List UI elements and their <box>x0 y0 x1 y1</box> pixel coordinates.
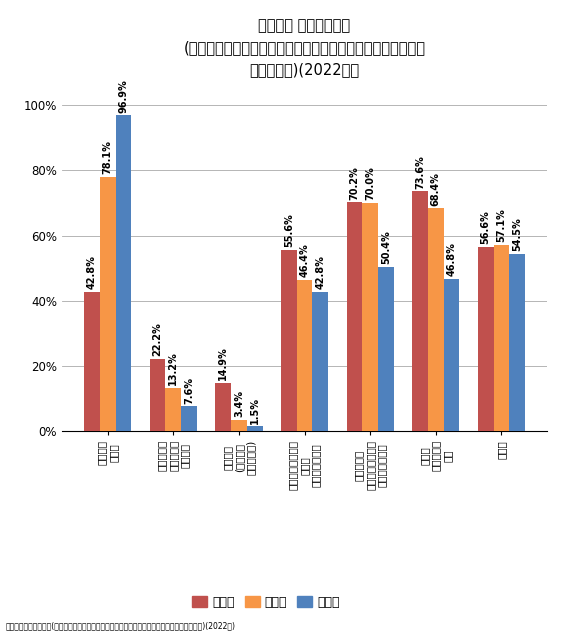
Text: 68.4%: 68.4% <box>431 172 441 205</box>
Bar <box>312 292 328 431</box>
Text: 7.6%: 7.6% <box>184 377 194 404</box>
Text: 22.2%: 22.2% <box>153 323 162 356</box>
Text: 57.1%: 57.1% <box>496 209 506 242</box>
Bar <box>494 245 509 431</box>
Text: 96.9%: 96.9% <box>118 79 129 113</box>
Text: 73.6%: 73.6% <box>415 155 425 189</box>
Bar <box>215 382 231 431</box>
Text: 54.5%: 54.5% <box>512 217 522 251</box>
Title: デジタル 機器利用状況
(小中高校生、複数回答、該当機器でインターネットを利用、
学校種類別)(2022年）: デジタル 機器利用状況 (小中高校生、複数回答、該当機器でインターネットを利用、… <box>183 18 426 77</box>
Text: 46.4%: 46.4% <box>299 243 310 277</box>
Bar <box>231 420 247 431</box>
Legend: 小学生, 中学生, 高校生: 小学生, 中学生, 高校生 <box>187 591 345 614</box>
Bar <box>478 247 494 431</box>
Text: 3.4%: 3.4% <box>234 391 244 417</box>
Text: 50.4%: 50.4% <box>381 231 391 264</box>
Bar <box>362 203 378 431</box>
Text: デジタル機器利用状況(小中高校生、複数回答、該当機器でインターネットを利用、学校種類別)(2022年): デジタル機器利用状況(小中高校生、複数回答、該当機器でインターネットを利用、学校… <box>6 622 236 631</box>
Bar <box>509 254 525 431</box>
Bar <box>181 406 197 431</box>
Bar <box>247 426 263 431</box>
Text: 46.8%: 46.8% <box>447 242 456 276</box>
Bar <box>165 388 181 431</box>
Text: 1.5%: 1.5% <box>250 397 259 424</box>
Text: 13.2%: 13.2% <box>168 352 178 385</box>
Bar <box>281 250 297 431</box>
Bar <box>297 280 312 431</box>
Bar <box>116 115 131 431</box>
Bar <box>149 359 165 431</box>
Text: 56.6%: 56.6% <box>481 210 491 244</box>
Text: 70.2%: 70.2% <box>350 166 359 200</box>
Bar <box>444 278 460 431</box>
Bar <box>412 191 428 431</box>
Text: 42.8%: 42.8% <box>315 255 325 289</box>
Bar <box>346 202 362 431</box>
Bar <box>100 177 116 431</box>
Bar <box>378 267 394 431</box>
Text: 70.0%: 70.0% <box>365 167 375 200</box>
Text: 42.8%: 42.8% <box>87 255 97 289</box>
Text: 14.9%: 14.9% <box>218 346 228 380</box>
Text: 55.6%: 55.6% <box>284 214 294 247</box>
Bar <box>84 292 100 431</box>
Bar <box>428 208 444 431</box>
Text: 78.1%: 78.1% <box>103 140 113 174</box>
